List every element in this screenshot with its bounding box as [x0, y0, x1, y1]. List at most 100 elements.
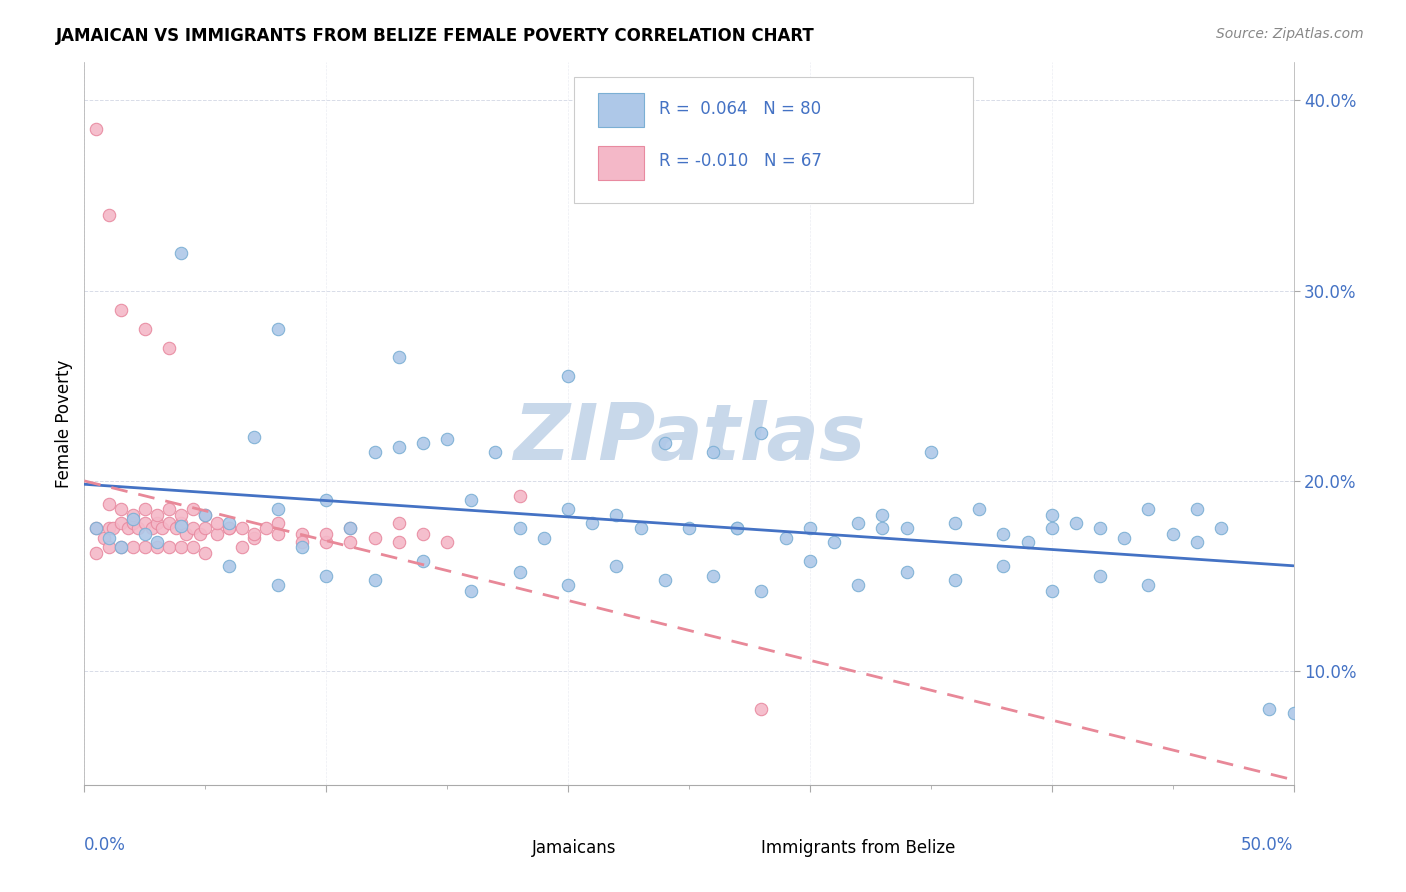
Point — [86, 521, 108, 535]
Point — [267, 502, 290, 516]
Point — [315, 492, 337, 507]
Point — [242, 531, 264, 545]
Point — [86, 521, 108, 535]
Point — [134, 321, 156, 335]
Point — [134, 502, 156, 516]
Point — [117, 521, 139, 535]
Point — [315, 527, 337, 541]
Text: Source: ZipAtlas.com: Source: ZipAtlas.com — [1216, 27, 1364, 41]
Point — [363, 531, 385, 545]
Y-axis label: Female Poverty: Female Poverty — [55, 359, 73, 488]
Text: Immigrants from Belize: Immigrants from Belize — [762, 838, 956, 857]
Point — [218, 521, 240, 535]
Point — [231, 541, 253, 555]
Point — [388, 350, 411, 364]
Point — [654, 573, 676, 587]
Point — [170, 519, 193, 533]
Point — [1040, 508, 1063, 522]
Point — [110, 516, 132, 530]
Point — [194, 508, 217, 522]
Point — [1282, 706, 1305, 720]
Point — [134, 516, 156, 530]
Point — [1064, 516, 1087, 530]
Point — [339, 534, 361, 549]
Point — [1114, 531, 1136, 545]
Point — [339, 521, 361, 535]
Point — [141, 521, 163, 535]
Point — [484, 445, 506, 459]
Point — [242, 430, 264, 444]
Point — [97, 208, 120, 222]
Point — [799, 521, 821, 535]
Point — [134, 541, 156, 555]
Text: R = -0.010   N = 67: R = -0.010 N = 67 — [659, 153, 821, 170]
Point — [1137, 502, 1160, 516]
Point — [121, 516, 143, 530]
Point — [725, 521, 748, 535]
Point — [509, 565, 531, 579]
Point — [150, 521, 173, 535]
Point — [943, 573, 966, 587]
Point — [181, 502, 204, 516]
Text: 50.0%: 50.0% — [1241, 836, 1294, 854]
Point — [751, 584, 773, 599]
Bar — [484, 832, 522, 863]
Text: 0.0%: 0.0% — [84, 836, 127, 854]
Point — [412, 553, 434, 567]
Point — [242, 527, 264, 541]
Point — [533, 531, 555, 545]
Point — [1185, 502, 1208, 516]
Bar — [713, 832, 752, 863]
Point — [702, 569, 724, 583]
Point — [896, 521, 918, 535]
Point — [254, 521, 277, 535]
Point — [436, 432, 458, 446]
Point — [872, 521, 894, 535]
Point — [170, 541, 193, 555]
Point — [581, 516, 603, 530]
Point — [775, 531, 797, 545]
Point — [896, 565, 918, 579]
Point — [412, 435, 434, 450]
Point — [267, 578, 290, 592]
Point — [557, 369, 579, 384]
Point — [231, 521, 253, 535]
Point — [388, 516, 411, 530]
Point — [678, 521, 700, 535]
Point — [363, 573, 385, 587]
Text: Jamaicans: Jamaicans — [531, 838, 616, 857]
Point — [291, 534, 314, 549]
Point — [170, 516, 193, 530]
Point — [557, 502, 579, 516]
Point — [654, 435, 676, 450]
Point — [291, 541, 314, 555]
Point — [509, 521, 531, 535]
Point — [823, 534, 845, 549]
Point — [218, 516, 240, 530]
Point — [110, 541, 132, 555]
Point — [157, 516, 180, 530]
Point — [170, 245, 193, 260]
Point — [146, 516, 169, 530]
Point — [218, 521, 240, 535]
Point — [846, 516, 869, 530]
Point — [1258, 702, 1281, 716]
Point — [315, 569, 337, 583]
Point — [920, 445, 942, 459]
Point — [97, 531, 120, 545]
Point — [412, 527, 434, 541]
Point — [181, 521, 204, 535]
Point — [1040, 584, 1063, 599]
FancyBboxPatch shape — [574, 77, 973, 203]
Point — [190, 527, 212, 541]
Point — [799, 553, 821, 567]
Point — [146, 534, 169, 549]
Point — [97, 497, 120, 511]
Point — [110, 302, 132, 317]
Point — [751, 426, 773, 441]
Point — [872, 508, 894, 522]
Point — [86, 546, 108, 560]
Point — [267, 527, 290, 541]
Point — [110, 502, 132, 516]
Text: JAMAICAN VS IMMIGRANTS FROM BELIZE FEMALE POVERTY CORRELATION CHART: JAMAICAN VS IMMIGRANTS FROM BELIZE FEMAL… — [56, 27, 815, 45]
